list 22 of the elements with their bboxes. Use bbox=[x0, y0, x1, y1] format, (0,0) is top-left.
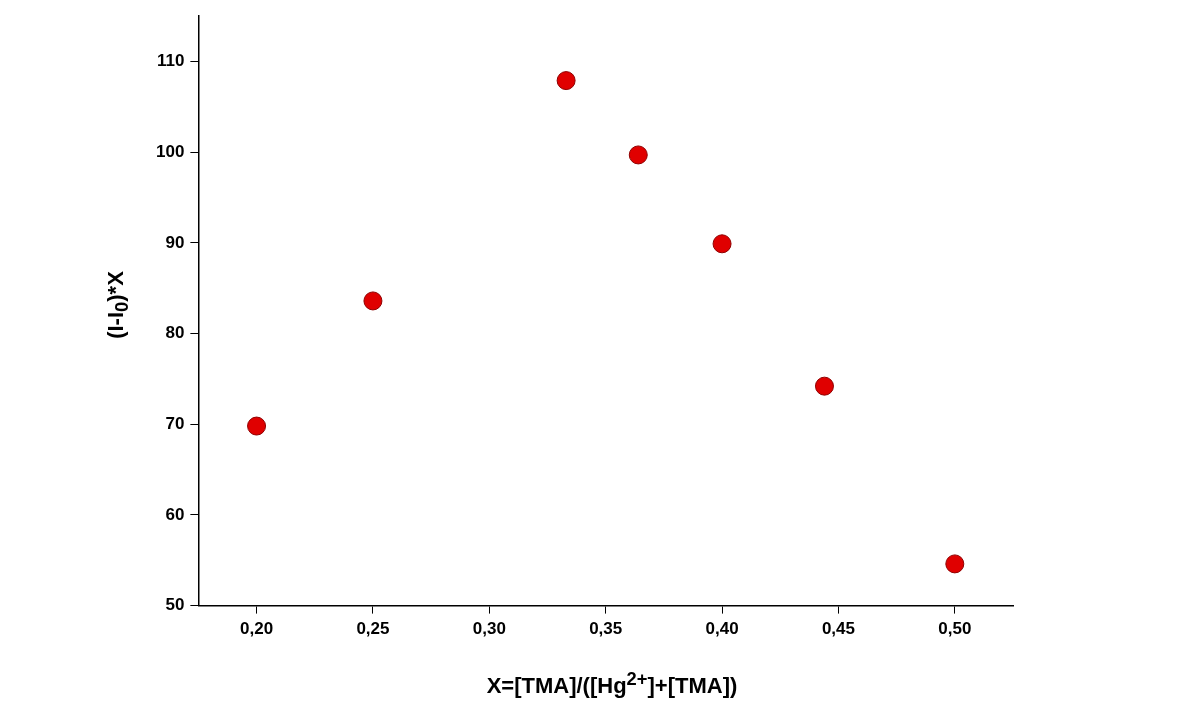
point bbox=[712, 234, 732, 254]
point bbox=[363, 291, 383, 311]
y-tick-label: 80 bbox=[165, 323, 185, 343]
point bbox=[628, 145, 648, 165]
x-tick-label: 0,25 bbox=[356, 619, 390, 639]
x-axis-title: X=[TMA]/([Hg$^{2+}$]+[TMA]) bbox=[486, 668, 738, 700]
y-tick-label: 60 bbox=[165, 504, 185, 524]
y-tick-label: 100 bbox=[155, 141, 185, 161]
x-tick-label: 0,40 bbox=[705, 619, 739, 639]
point bbox=[556, 71, 576, 91]
x-tick-label: 0,45 bbox=[821, 619, 855, 639]
y-tick-label: 50 bbox=[165, 595, 185, 615]
y-tick-label: 90 bbox=[165, 232, 185, 252]
x-tick-label: 0,50 bbox=[938, 619, 972, 639]
x-tick-label: 0,30 bbox=[472, 619, 506, 639]
y-tick-label: 70 bbox=[165, 413, 185, 433]
point bbox=[247, 416, 267, 436]
x-tick-label: 0,20 bbox=[240, 619, 274, 639]
x-tick-label: 0,35 bbox=[589, 619, 623, 639]
y-tick-label: 110 bbox=[156, 51, 185, 71]
point bbox=[814, 376, 834, 396]
point bbox=[945, 554, 965, 574]
